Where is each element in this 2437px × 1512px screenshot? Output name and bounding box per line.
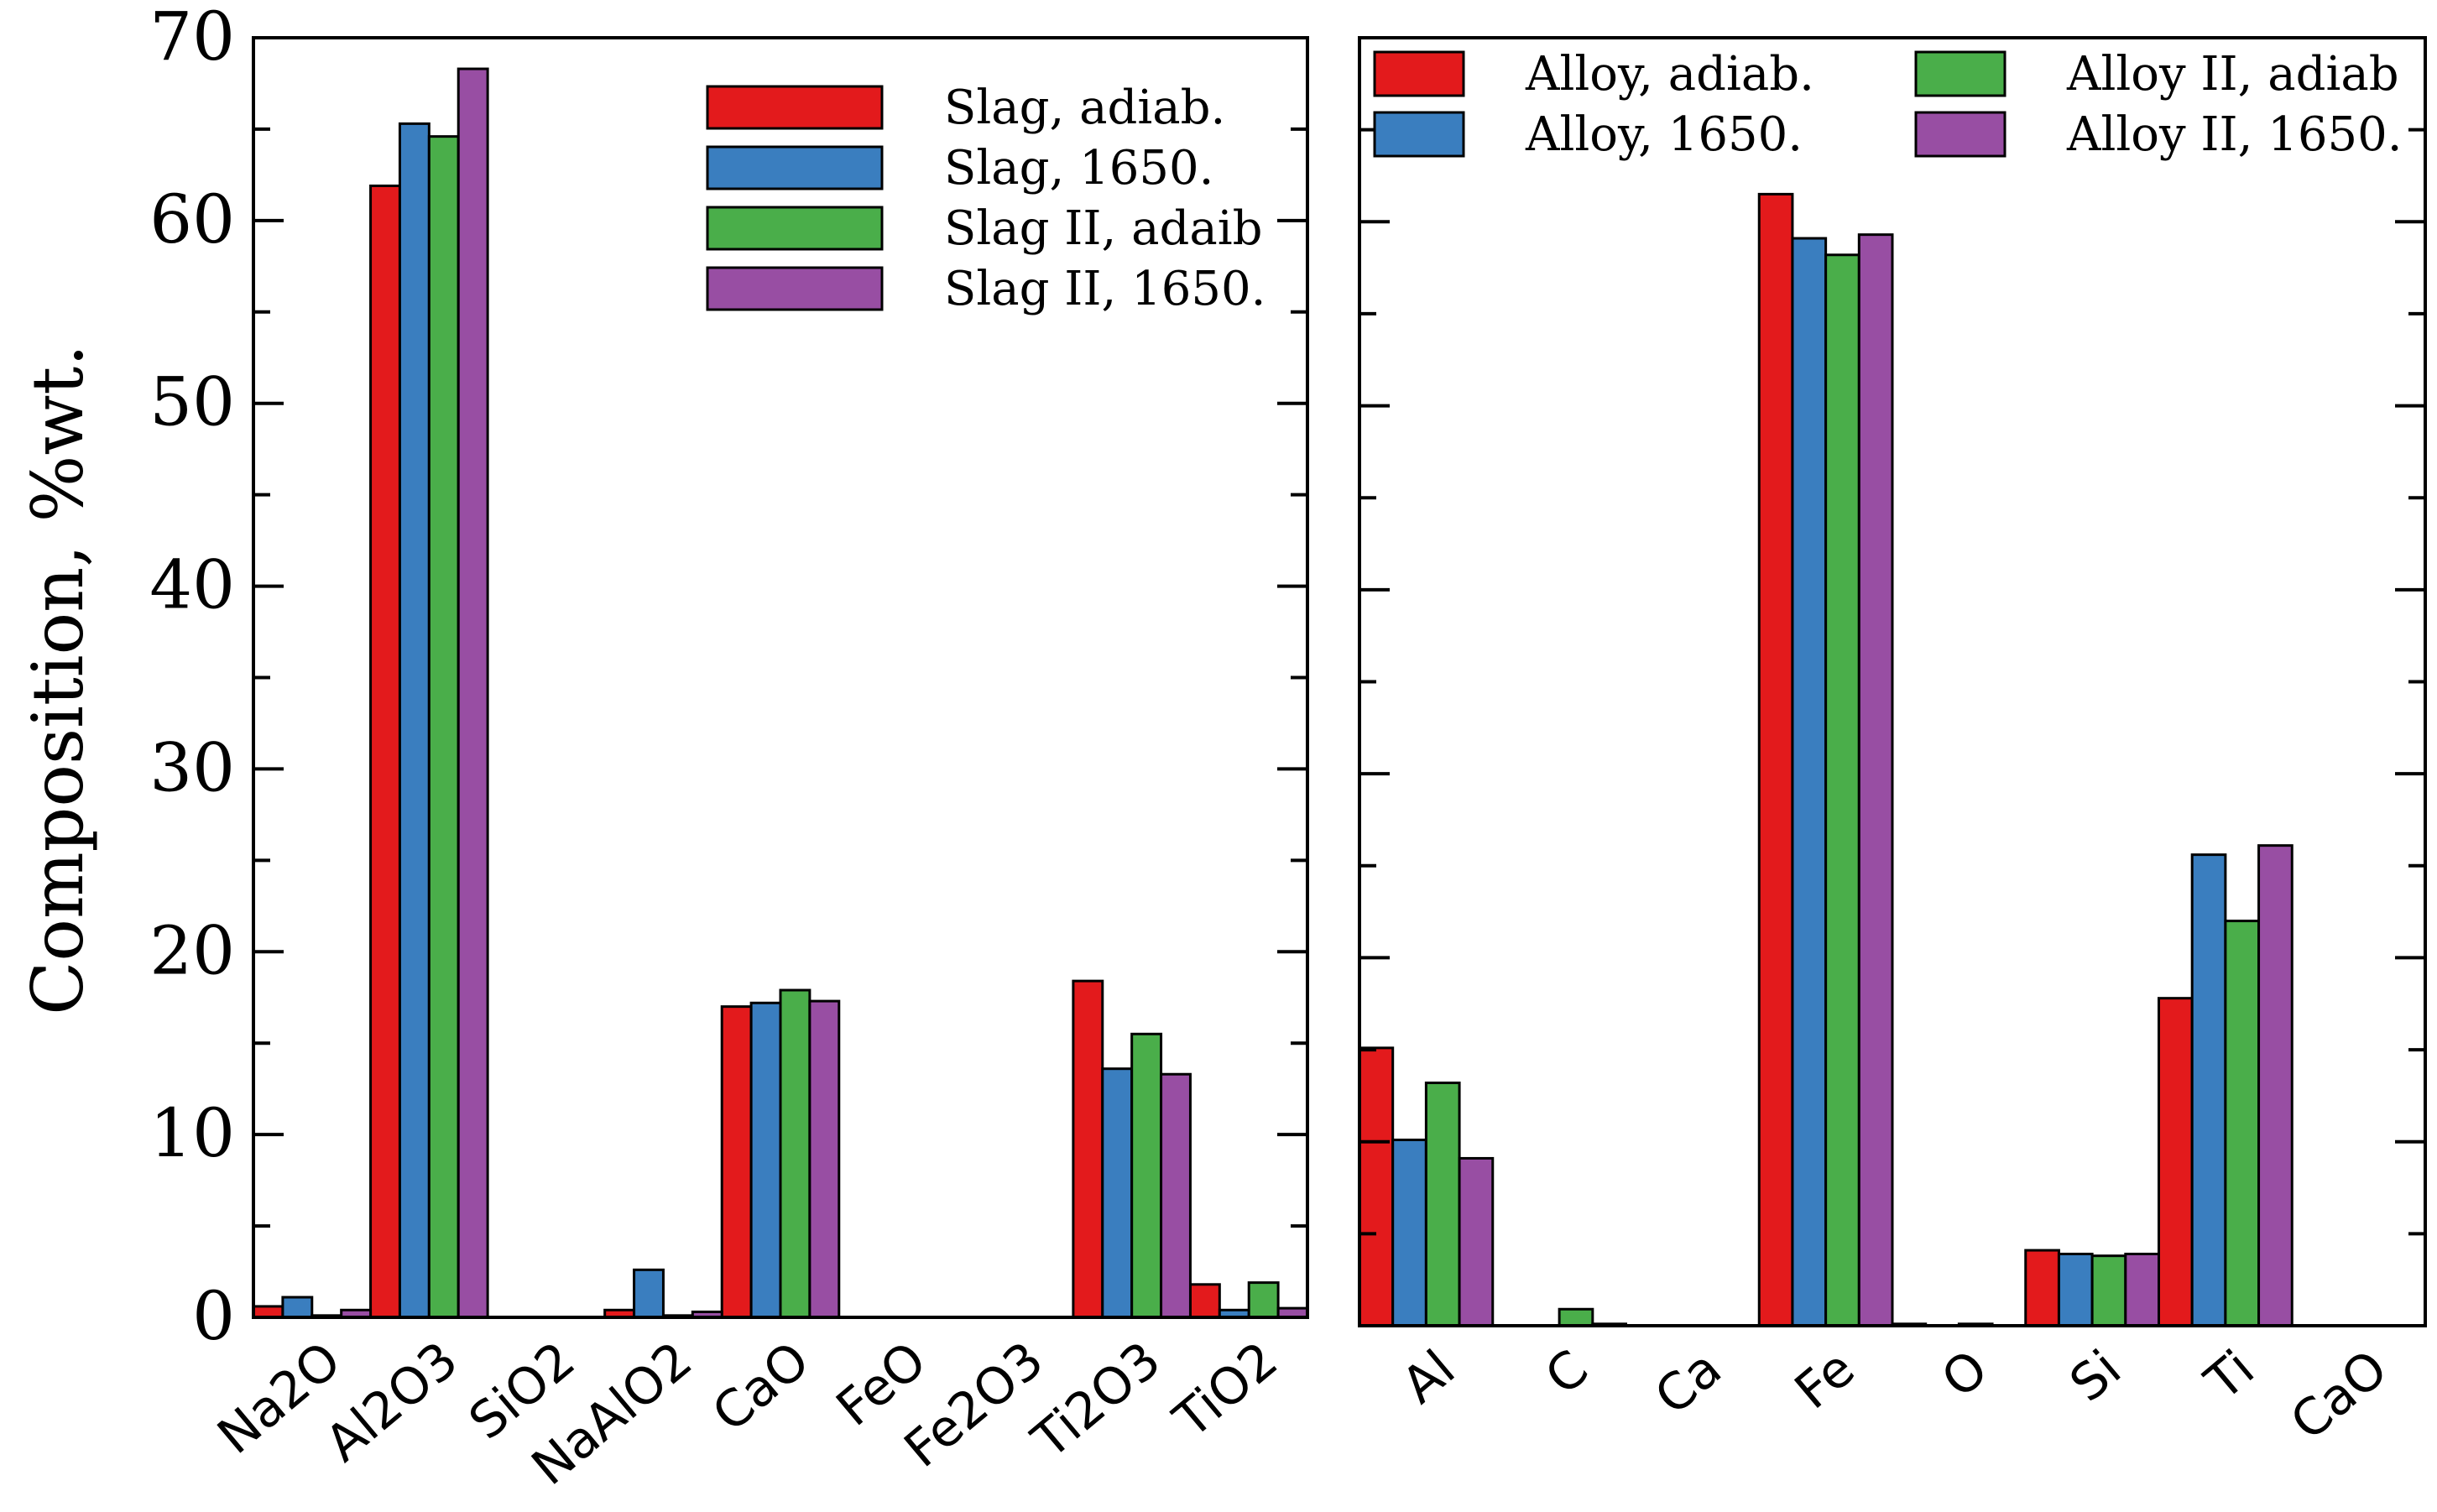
bar-alloy-ii-adiab-fe [1824,253,1860,1327]
bar-slag-1650-na2o [281,1296,314,1319]
bar-alloy-adiab-fe [1757,192,1794,1327]
legend-label-slag-ii-adaib: Slag II, adaib [944,201,1263,256]
bar-slag-adiab-tio2 [1188,1283,1221,1319]
y-tick-label: 40 [149,546,235,624]
legend-label-slag-1650: Slag, 1650. [944,141,1213,196]
legend-swatch-alloy-ii-1650 [1914,111,2006,158]
bar-alloy-ii-1650-ti [2257,844,2293,1327]
bar-slag-adiab-al2o3 [369,184,401,1319]
category-label-o: O [1931,1339,1999,1410]
y-tick-label: 10 [149,1094,235,1172]
bar-slag-ii-adaib-al2o3 [427,135,460,1319]
bar-slag-adiab-cao [720,1005,753,1319]
bar-slag-ii-1650-ti2o3 [1160,1072,1192,1319]
bar-alloy-1650-al [1391,1139,1427,1327]
bar-slag-ii-1650-cao [808,999,841,1319]
y-tick-label: 70 [149,0,235,76]
category-label-al2o3: Al2O3 [315,1331,469,1473]
category-label-c: C [1535,1339,1599,1407]
category-label-ti: Ti [2194,1339,2265,1412]
category-label-al: Al [1391,1339,1466,1416]
bar-slag-ii-1650-al2o3 [457,67,489,1319]
bar-slag-ii-adaib-tio2 [1247,1281,1280,1319]
bar-alloy-ii-1650-al [1458,1156,1495,1327]
bar-slag-1650-al2o3 [398,122,431,1319]
legend-label-alloy-1650: Alloy, 1650. [1525,107,1803,162]
bar-alloy-ii-adiab-ti [2224,920,2261,1327]
category-label-ti2o3: Ti2O3 [1020,1331,1172,1471]
legend-label-slag-adiab: Slag, adiab. [944,81,1225,135]
legend-swatch-slag-ii-adaib [706,206,884,251]
category-label-fe: Fe [1784,1339,1866,1421]
bar-alloy-ii-adiab-c [1558,1307,1594,1327]
legend-swatch-slag-ii-1650 [706,266,884,311]
legend-label-alloy-adiab: Alloy, adiab. [1525,47,1814,102]
bar-alloy-ii-1650-si [2124,1252,2161,1327]
category-label-tio2: TiO2 [1162,1331,1289,1450]
y-tick-label: 50 [149,363,235,441]
bar-alloy-ii-1650-fe [1857,233,1894,1327]
bar-alloy-1650-ti [2190,853,2227,1327]
alloy-composition-chart: Al C Ca Fe O Si Ti CaO Alloy, adiab.Alloy, 1650.… [1358,36,2427,1452]
y-axis-label: Composition, %wt. [17,344,99,1015]
legend-swatch-slag-1650 [706,145,884,190]
category-label-si: Si [2059,1339,2132,1414]
legend-label-alloy-ii-adiab: Alloy II, adiab [2066,47,2399,102]
bar-slag-1650-cao [749,1001,782,1319]
legend-label-slag-ii-1650: Slag II, 1650. [944,262,1265,316]
legend: Alloy, adiab.Alloy, 1650. Alloy II, adiab… [1373,47,2403,162]
bar-slag-adiab-ti2o3 [1072,979,1104,1319]
y-tick-label: 30 [149,728,235,806]
bar-alloy-1650-si [2057,1252,2094,1327]
legend-swatch-alloy-ii-adiab [1914,50,2006,97]
bar-slag-1650-naalo2 [633,1268,665,1319]
legend-swatch-slag-adiab [706,85,884,130]
bar-slag-ii-adaib-ti2o3 [1130,1032,1163,1319]
bar-alloy-adiab-si [2024,1249,2060,1327]
bar-alloy-ii-adiab-al [1424,1082,1461,1327]
y-tick-label: 60 [149,180,235,258]
bar-alloy-1650-fe [1791,237,1828,1327]
bar-slag-ii-adaib-cao [779,988,811,1319]
legend: Slag, adiab. Slag, 1650.Slag II, adaib Sla… [706,81,1265,316]
bar-alloy-adiab-al [1358,1046,1395,1327]
bar-alloy-adiab-ti [2158,997,2194,1327]
legend-swatch-alloy-1650 [1373,111,1465,158]
y-tick-label: 0 [192,1277,235,1355]
bar-alloy-ii-adiab-si [2090,1254,2127,1327]
category-label-cao: CaO [702,1331,820,1444]
legend-label-alloy-ii-1650: Alloy II, 1650. [2066,107,2403,162]
legend-swatch-alloy-adiab [1373,50,1465,97]
category-label-ca: Ca [1644,1339,1732,1426]
category-label-cao: CaO [2280,1339,2398,1452]
y-tick-label: 20 [149,911,235,989]
bar-slag-1650-ti2o3 [1101,1067,1134,1319]
